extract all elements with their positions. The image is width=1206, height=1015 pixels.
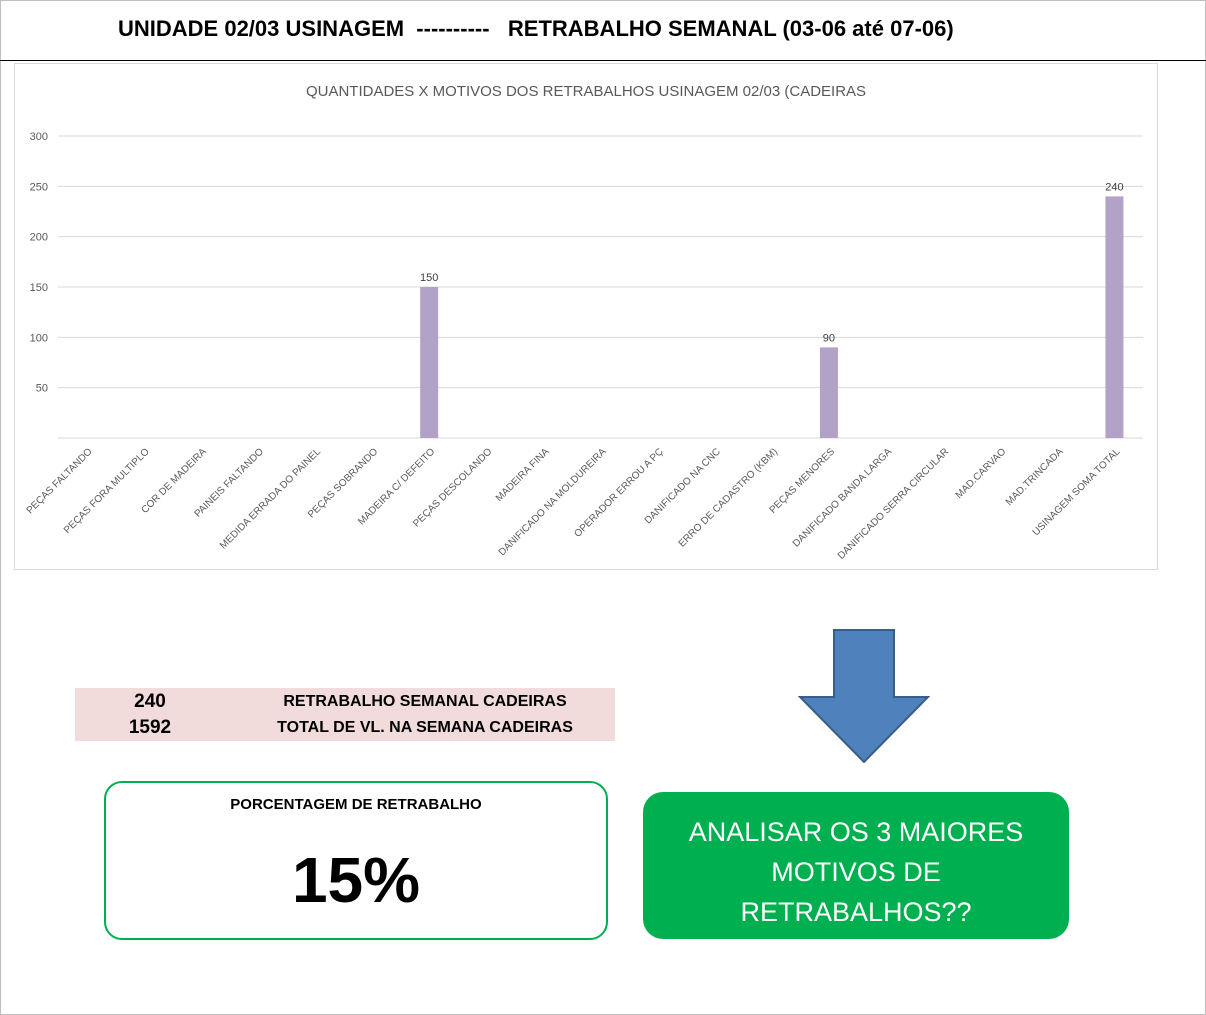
- summary-table: 240 RETRABALHO SEMANAL CADEIRAS 1592 TOT…: [75, 688, 615, 741]
- chart-container: QUANTIDADES X MOTIVOS DOS RETRABALHOS US…: [14, 63, 1158, 570]
- x-tick-label: MEDIDA ERRADA DO PAINEL: [218, 446, 323, 551]
- y-tick-label: 250: [30, 181, 48, 193]
- bar: [420, 287, 439, 438]
- y-tick-label: 50: [36, 383, 48, 395]
- action-text: ANALISAR OS 3 MAIORES MOTIVOS DE RETRABA…: [688, 817, 1024, 927]
- y-tick-label: 300: [30, 131, 48, 143]
- x-tick-label: MAD.TRINCADA: [1004, 446, 1066, 508]
- summary-label: RETRABALHO SEMANAL CADEIRAS: [283, 693, 567, 710]
- rework-percentage-title: PORCENTAGEM DE RETRABALHO: [230, 796, 482, 813]
- page-header: UNIDADE 02/03 USINAGEM ---------- RETRAB…: [0, 0, 1206, 61]
- y-tick-label: 200: [30, 232, 48, 244]
- rework-percentage-value: 15%: [291, 844, 421, 916]
- bar: [1105, 196, 1124, 438]
- rework-percentage-card: PORCENTAGEM DE RETRABALHO 15%: [104, 781, 608, 940]
- x-tick-label: MADEIRA FINA: [494, 446, 552, 504]
- summary-row-weekly-rework: 240 RETRABALHO SEMANAL CADEIRAS: [75, 688, 615, 714]
- summary-row-weekly-total: 1592 TOTAL DE VL. NA SEMANA CADEIRAS: [75, 714, 615, 740]
- x-tick-label: DANIFICADO BANDA LARGA: [791, 446, 894, 549]
- action-callout: ANALISAR OS 3 MAIORES MOTIVOS DE RETRABA…: [643, 792, 1069, 939]
- down-arrow-icon: [798, 629, 930, 764]
- summary-value: 1592: [128, 717, 172, 738]
- x-tick-label: DANIFICADO NA MOLDUREIRA: [497, 446, 609, 558]
- data-label: 150: [420, 272, 438, 284]
- y-tick-label: 150: [30, 282, 48, 294]
- x-tick-label: ERRO DE CADASTRO (KBM): [677, 446, 780, 549]
- page-title: UNIDADE 02/03 USINAGEM ---------- RETRAB…: [118, 16, 954, 41]
- chart-title: QUANTIDADES X MOTIVOS DOS RETRABALHOS US…: [306, 83, 866, 100]
- bar-chart: QUANTIDADES X MOTIVOS DOS RETRABALHOS US…: [25, 83, 1143, 562]
- x-tick-label: MAD.CARVAO: [954, 446, 1009, 501]
- bar: [819, 347, 838, 438]
- x-tick-label: DANIFICADO SERRA CIRCULAR: [836, 446, 951, 561]
- data-label: 240: [1105, 181, 1123, 193]
- summary-label: TOTAL DE VL. NA SEMANA CADEIRAS: [277, 719, 573, 736]
- summary-value: 240: [134, 691, 166, 712]
- y-tick-label: 100: [30, 332, 48, 344]
- data-label: 90: [823, 332, 835, 344]
